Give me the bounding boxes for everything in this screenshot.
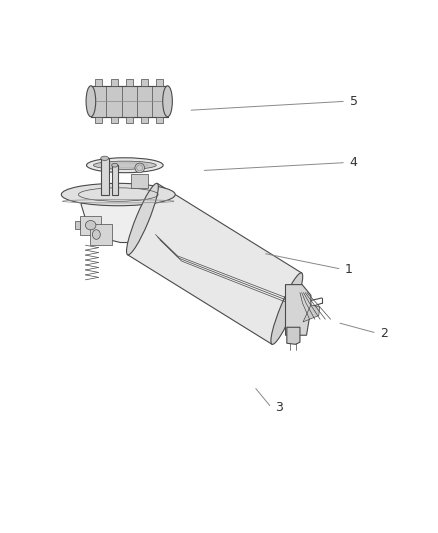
Polygon shape <box>110 117 117 123</box>
Polygon shape <box>101 158 109 195</box>
Polygon shape <box>131 174 148 188</box>
Ellipse shape <box>85 221 96 230</box>
Polygon shape <box>75 222 80 229</box>
Polygon shape <box>110 79 117 86</box>
Ellipse shape <box>162 86 172 117</box>
Text: 4: 4 <box>350 156 357 169</box>
Ellipse shape <box>93 161 156 169</box>
Polygon shape <box>80 216 101 235</box>
Text: 5: 5 <box>350 95 357 108</box>
Ellipse shape <box>271 273 303 344</box>
Polygon shape <box>303 305 320 322</box>
Polygon shape <box>95 117 102 123</box>
Ellipse shape <box>127 183 159 255</box>
Polygon shape <box>126 79 133 86</box>
Polygon shape <box>156 117 163 123</box>
Polygon shape <box>141 79 148 86</box>
Polygon shape <box>112 165 118 195</box>
Polygon shape <box>90 224 112 245</box>
Text: 3: 3 <box>275 401 283 414</box>
Polygon shape <box>91 86 167 117</box>
Ellipse shape <box>92 230 100 239</box>
Polygon shape <box>127 183 302 344</box>
Ellipse shape <box>86 86 95 117</box>
Polygon shape <box>95 79 102 86</box>
Polygon shape <box>286 285 311 335</box>
Ellipse shape <box>61 183 175 206</box>
Ellipse shape <box>86 158 163 173</box>
Ellipse shape <box>135 163 145 173</box>
Ellipse shape <box>112 163 118 167</box>
Text: 2: 2 <box>380 327 388 340</box>
Ellipse shape <box>101 156 109 160</box>
Polygon shape <box>287 327 300 344</box>
Polygon shape <box>156 79 163 86</box>
Polygon shape <box>126 117 133 123</box>
Polygon shape <box>61 195 175 243</box>
Polygon shape <box>141 117 148 123</box>
Text: 1: 1 <box>345 263 353 276</box>
